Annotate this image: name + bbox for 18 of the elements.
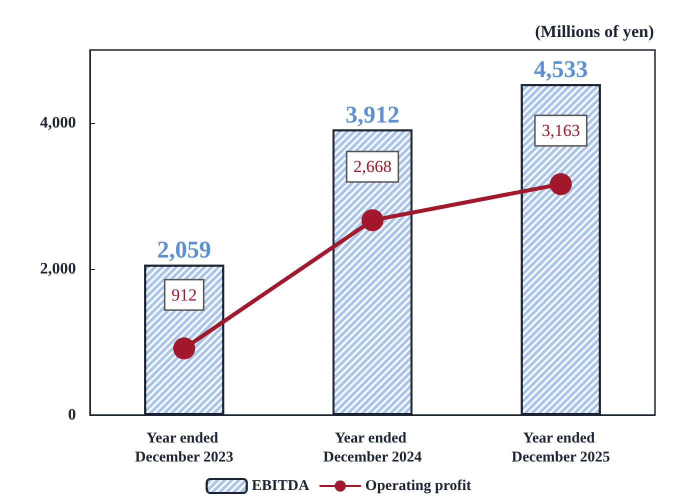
point bbox=[362, 209, 384, 232]
data-label: 2,668 bbox=[353, 157, 392, 176]
data-label: 3,163 bbox=[542, 121, 580, 140]
data-label: 2,059 bbox=[157, 238, 212, 264]
point bbox=[550, 173, 572, 196]
x-tick-label: Year ended December 2023 bbox=[134, 430, 234, 466]
x-tick-label: Year ended December 2025 bbox=[512, 430, 610, 466]
legend-label: Operating profit bbox=[365, 478, 472, 494]
y-tick-label: 4,000 bbox=[40, 114, 76, 132]
data-label: 4,533 bbox=[534, 57, 588, 84]
point bbox=[173, 337, 196, 360]
y-tick-label: 2,000 bbox=[40, 260, 76, 278]
y-axis-title: (Millions of yen) bbox=[535, 22, 654, 41]
legend-label: EBITDA bbox=[252, 478, 310, 494]
x-tick-label: Year ended December 2024 bbox=[323, 430, 422, 466]
y-tick-label: 0 bbox=[68, 406, 76, 424]
data-label: 912 bbox=[171, 285, 197, 304]
data-label: 3,912 bbox=[346, 102, 400, 128]
